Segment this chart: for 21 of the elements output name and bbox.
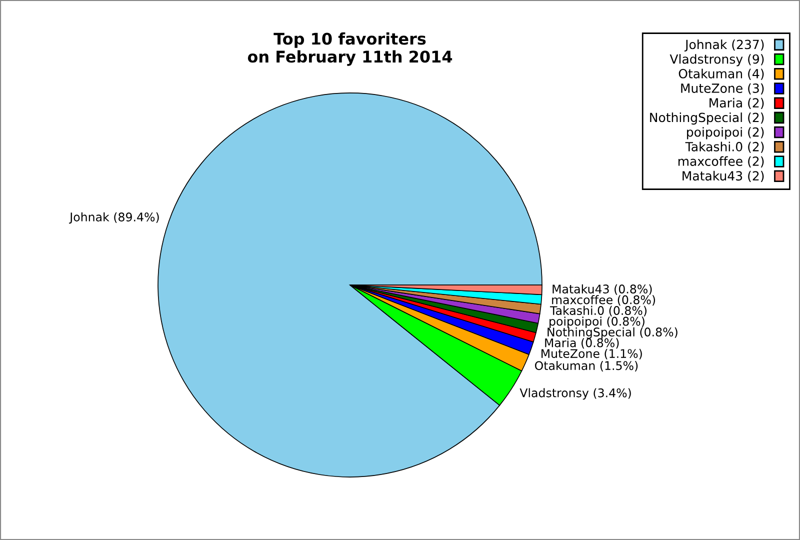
legend-label: maxcoffee (2): [678, 156, 764, 168]
data-label: Vladstronsy (3.4%): [520, 388, 631, 400]
legend-label: poipoipoi (2): [687, 127, 764, 140]
data-label: NothingSpecial (0.8%): [548, 327, 678, 339]
legend-label: NothingSpecial (2): [650, 112, 764, 125]
legend-label: Mataku43 (2): [682, 170, 764, 182]
data-label: maxcoffee (0.8%): [552, 295, 656, 306]
legend-label: Maria (2): [710, 98, 764, 110]
data-label: Mataku43 (0.8%): [552, 284, 652, 295]
data-label: poipoipoi (0.8%): [550, 316, 644, 328]
legend-label: Otakuman (4): [678, 68, 764, 80]
data-label: Takashi.0 (0.8%): [550, 306, 646, 316]
legend-label: MuteZone (3): [681, 83, 764, 94]
legend-label: Johnak (237): [684, 40, 764, 52]
legend-label: Takashi.0 (2): [685, 142, 764, 153]
data-label: Maria (0.8%): [545, 338, 619, 349]
legend-label: Vladstronsy (9): [670, 54, 764, 66]
data-label: Johnak (89.4%): [69, 212, 159, 224]
text: Top 10 favoriters on February 11th 2014: [248, 32, 452, 66]
data-label: MuteZone (1.1%): [542, 348, 642, 360]
data-label: Otakuman (1.5%): [534, 360, 638, 372]
